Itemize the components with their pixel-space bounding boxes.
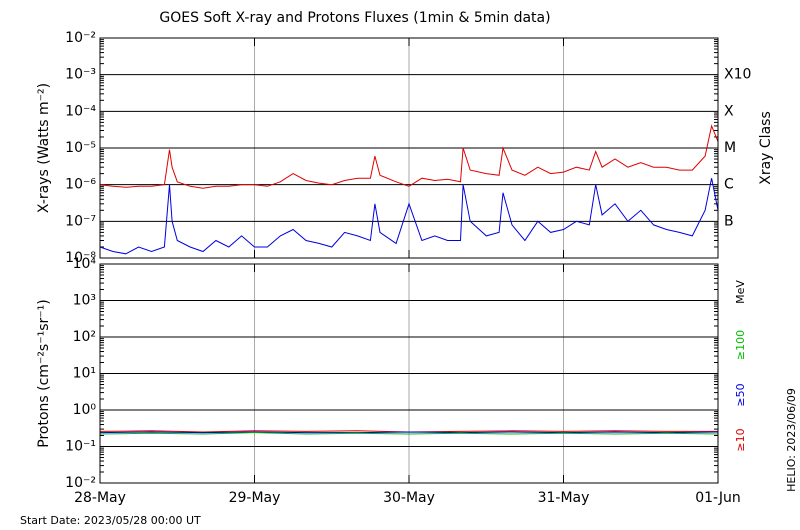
y-tick-label: 10⁻⁵ <box>65 140 96 156</box>
y-tick-label: 10⁻⁶ <box>65 177 96 193</box>
legend-label: ≥50 <box>734 383 747 406</box>
y2-tick-label: M <box>724 140 736 156</box>
x-tick-label: 29-May <box>229 490 281 506</box>
y-tick-label: 10³ <box>73 293 96 309</box>
x-tick-label: 01-Jun <box>695 490 741 506</box>
x-tick-label: 30-May <box>383 490 435 506</box>
units-label: MeV <box>734 280 747 304</box>
series-line <box>99 178 719 255</box>
y-tick-label: 10¹ <box>73 366 96 382</box>
x-tick-label: 31-May <box>538 490 590 506</box>
plot-frame <box>99 37 719 259</box>
y-tick-label: 10⁻² <box>65 475 96 491</box>
y2-tick-label: C <box>724 177 734 193</box>
chart-title: GOES Soft X-ray and Protons Fluxes (1min… <box>159 10 550 26</box>
start-date: Start Date: 2023/05/28 00:00 UT <box>20 514 201 527</box>
series-line <box>99 124 719 189</box>
series-line <box>99 432 719 435</box>
y-axis-label: X-rays (Watts m⁻²) <box>36 83 52 213</box>
legend-label: ≥10 <box>734 428 747 451</box>
legend-label: ≥100 <box>734 330 747 360</box>
y2-axis-label: Xray Class <box>758 111 774 185</box>
series-line <box>99 431 719 434</box>
y2-tick-label: X <box>724 103 734 119</box>
y-tick-label: 10² <box>73 329 96 345</box>
credit: HELIO: 2023/06/09 <box>785 388 798 492</box>
y2-tick-label: X10 <box>724 67 751 83</box>
y-tick-label: 10⁻² <box>65 30 96 46</box>
y2-tick-label: B <box>724 213 734 229</box>
plot-frame <box>99 263 719 484</box>
y-tick-label: 10⁻⁴ <box>65 103 96 119</box>
y-tick-label: 10⁰ <box>73 402 97 418</box>
y-tick-label: 10⁻⁷ <box>65 213 96 229</box>
y-tick-label: 10⁴ <box>73 256 97 272</box>
y-tick-label: 10⁻⁸ <box>65 250 96 266</box>
y-tick-label: 10⁻¹ <box>65 439 96 455</box>
x-tick-label: 28-May <box>74 490 126 506</box>
y-axis-label: Protons (cm⁻²s⁻¹sr⁻¹) <box>36 299 52 448</box>
y-tick-label: 10⁻³ <box>65 67 96 83</box>
